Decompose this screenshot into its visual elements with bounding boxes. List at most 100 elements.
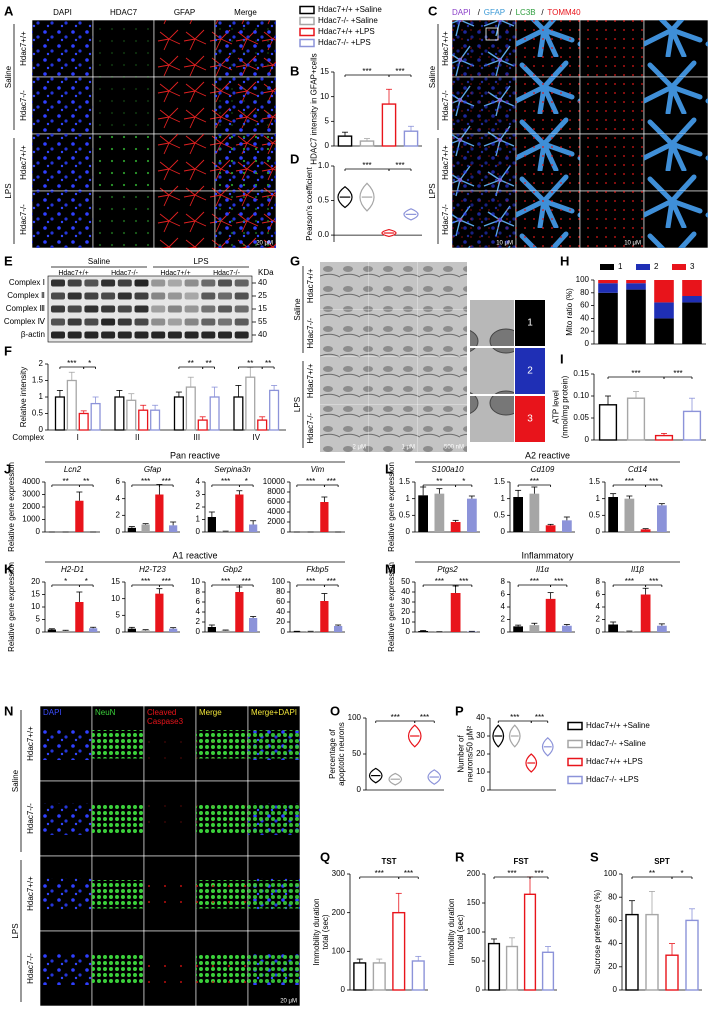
bar — [249, 524, 258, 532]
class-label: 1 — [527, 318, 533, 329]
y-tick-label: 6000 — [267, 497, 285, 506]
y-axis-label: Percentage of — [328, 728, 337, 779]
bar — [545, 598, 556, 632]
bar — [320, 601, 329, 632]
y-tick-label: 0.5 — [318, 196, 330, 205]
y-tick-label: 300 — [332, 869, 346, 878]
y-tick-label: 5 — [36, 615, 41, 624]
blot-band — [184, 305, 199, 313]
blot-band — [184, 318, 199, 326]
blot-band — [117, 305, 132, 313]
bar — [78, 412, 89, 431]
y-tick-label: 1 — [196, 515, 201, 524]
blot-band — [84, 305, 99, 313]
micrograph-signal — [320, 262, 369, 310]
sig-label: ** — [247, 359, 253, 368]
y-tick-label: 6 — [596, 590, 601, 599]
channel-label: LC3B — [516, 8, 536, 17]
bar — [608, 624, 618, 632]
y-tick-label: 0 — [596, 627, 601, 636]
micrograph-signal — [580, 191, 644, 248]
bar — [89, 628, 98, 632]
bar-segment — [598, 280, 618, 284]
blot-band — [134, 292, 149, 300]
blot-band — [201, 305, 216, 313]
blot-band — [84, 318, 99, 326]
bar — [235, 494, 244, 532]
legend-label: Hdac7+/+ +LPS — [318, 27, 375, 36]
panel-letter: B — [290, 63, 299, 78]
bar — [529, 625, 540, 632]
bar — [418, 495, 428, 532]
y-tick-label: 40 — [276, 607, 285, 616]
panel-letter: I — [560, 351, 564, 366]
y-axis-label: total (sec) — [321, 914, 330, 949]
blot-band — [101, 305, 116, 313]
x-axis-label: Complex — [12, 433, 44, 442]
column-label: DAPI — [43, 708, 62, 717]
blot-band — [201, 292, 216, 300]
genotype-label: Hdac7+/+ — [58, 270, 88, 277]
y-axis-label: HDAC7 intensity in GFAP+cells — [309, 53, 318, 164]
micrograph-signal — [144, 953, 196, 985]
blot-band — [117, 331, 132, 339]
bar — [665, 954, 679, 991]
sig-label: ** — [649, 869, 655, 878]
kda-unit: KDa — [258, 268, 274, 277]
bar — [292, 631, 301, 632]
micrograph-signal — [32, 20, 93, 77]
bar — [207, 627, 216, 632]
bar — [141, 630, 150, 632]
blot-band — [67, 331, 82, 339]
legend-label: Hdac7+/+ +Saline — [586, 721, 650, 730]
micrograph-signal — [644, 191, 708, 248]
class-box — [515, 348, 545, 394]
group-label: Saline — [428, 65, 437, 88]
bar — [173, 396, 184, 431]
y-tick-label: 0 — [341, 985, 346, 994]
y-tick-label: 20 — [608, 962, 617, 971]
column-label: HDAC7 — [110, 8, 138, 17]
sig-label: *** — [327, 477, 336, 486]
micrograph-signal — [92, 805, 144, 834]
bar — [269, 389, 280, 431]
genotype-label: Hdac7-/- — [441, 90, 450, 121]
blot-band — [167, 292, 182, 300]
sig-label: *** — [534, 869, 543, 878]
y-tick-label: 4 — [196, 607, 201, 616]
column-label: NeuN — [95, 708, 116, 717]
group-label: LPS — [193, 257, 208, 266]
chart-title: Cd109 — [531, 465, 555, 474]
micrograph-signal — [452, 77, 516, 134]
chart-title: Il1β — [631, 565, 644, 574]
micrograph-signal — [369, 357, 418, 405]
micrograph-signal — [580, 20, 644, 77]
y-tick-label: 10 — [31, 602, 40, 611]
y-tick-label: 200 — [467, 869, 481, 878]
micrograph-signal — [320, 404, 369, 452]
micrograph-signal — [516, 134, 580, 191]
y-tick-label: 0.05 — [573, 413, 589, 422]
bar — [75, 602, 84, 632]
bar — [434, 493, 445, 532]
scale-label: 2 μM — [353, 445, 366, 451]
sig-label: *** — [404, 869, 413, 878]
chart-title: Cd14 — [628, 465, 648, 474]
micrograph-signal — [92, 955, 144, 984]
y-tick-label: 0 — [406, 527, 411, 536]
y-tick-label: 100 — [576, 275, 590, 284]
y-tick-label: 0.5 — [589, 510, 601, 519]
panel-letter: D — [290, 151, 299, 166]
blot-band — [201, 331, 216, 339]
genotype-label: Hdac7-/- — [306, 413, 315, 444]
bar — [381, 103, 397, 147]
chart-title: H2-D1 — [61, 565, 84, 574]
x-tick-label: IV — [252, 433, 260, 442]
blot-band — [67, 279, 82, 287]
sig-label: * — [64, 577, 67, 586]
y-tick-label: 0 — [39, 425, 44, 434]
sig-label: * — [462, 477, 465, 486]
column-label: GFAP — [174, 8, 195, 17]
y-axis-label: Relative gene expression — [7, 562, 16, 652]
bar — [640, 594, 651, 632]
